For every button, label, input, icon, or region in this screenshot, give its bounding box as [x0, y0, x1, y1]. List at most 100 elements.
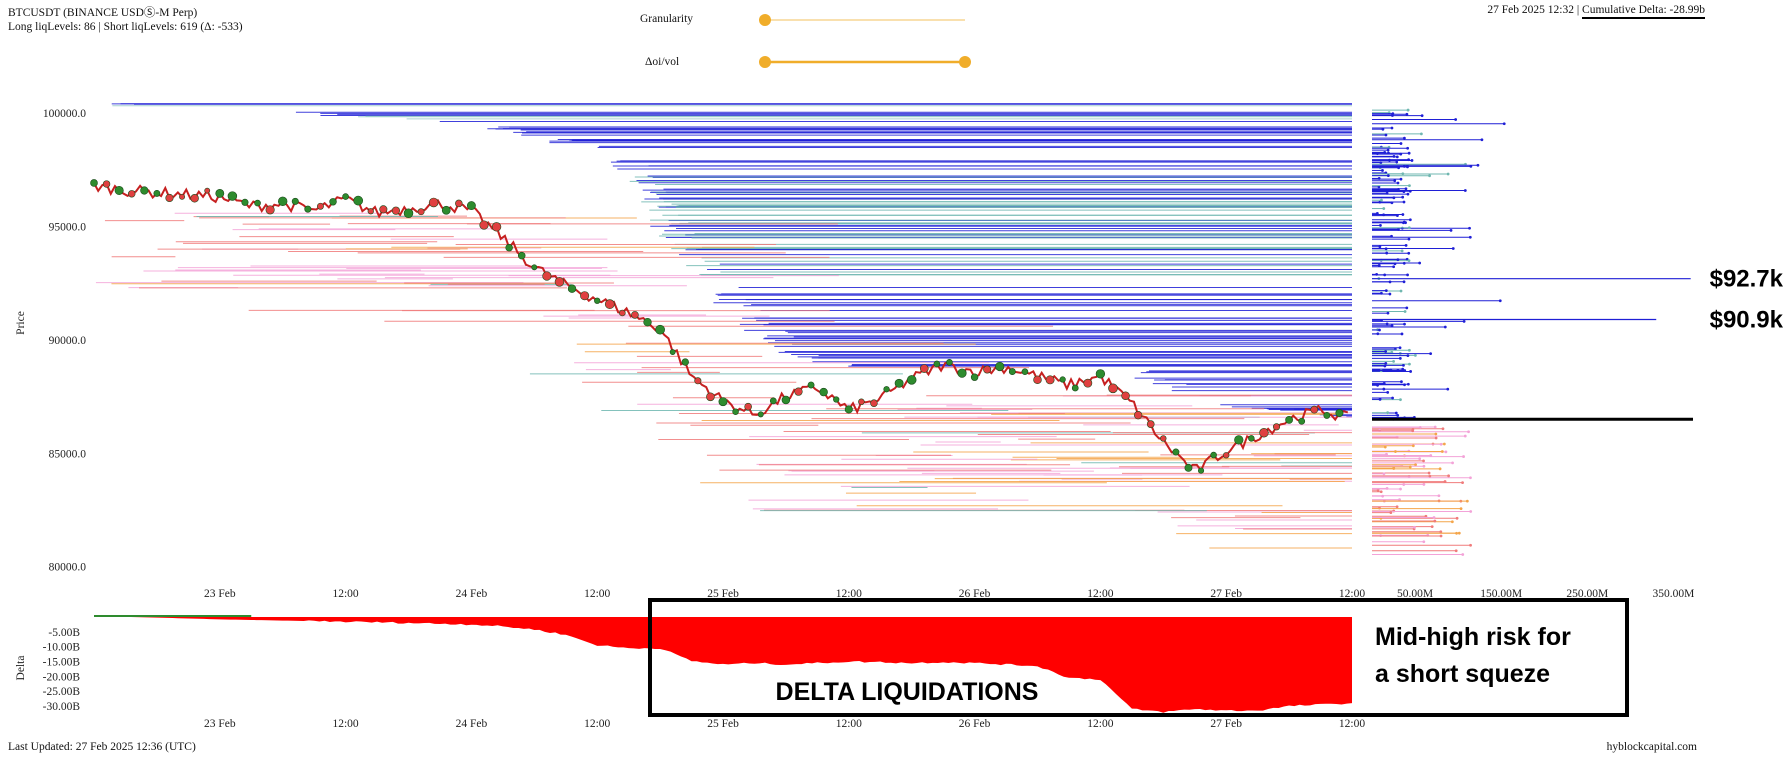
price-marker [1008, 368, 1016, 376]
symbol-title: BTCUSDT (BINANCE USDⓈ-M Perp) [8, 7, 198, 19]
histogram-bar-tip [1405, 165, 1409, 168]
price-series [90, 179, 1349, 474]
histogram-bar-tip [1401, 195, 1405, 199]
histogram-bar-tip [1399, 289, 1403, 293]
price-marker [531, 264, 538, 271]
price-marker [128, 190, 136, 198]
histogram-bar-tip [1395, 505, 1399, 509]
timestamp-delta-group: 27 Feb 2025 12:32 | Cumulative Delta: -2… [1487, 4, 1705, 19]
x-tick-label: 12:00 [1087, 718, 1113, 730]
delta-axis-label: Delta [15, 656, 27, 681]
brand-link[interactable]: hyblockcapital.com [1606, 741, 1697, 753]
price-marker [441, 205, 451, 215]
price-marker [505, 243, 513, 252]
price-marker [933, 360, 941, 368]
histogram-bar-tip [1439, 534, 1443, 538]
histogram-x-tick: 150.00M [1480, 588, 1522, 600]
price-marker [1310, 405, 1319, 414]
histogram-bar-tip [1419, 132, 1423, 136]
histogram-bar-tip [1378, 397, 1382, 401]
histogram-bar-tip [1384, 361, 1388, 365]
price-marker [995, 361, 1005, 372]
histogram-bar-tip [1402, 363, 1405, 367]
histogram-bar-tip [1457, 531, 1461, 535]
price-marker [643, 317, 652, 327]
histogram-bar-tip [1438, 467, 1442, 471]
histogram-bar-tip [1449, 228, 1453, 232]
oi-vol-slider-high-handle[interactable] [959, 56, 971, 68]
price-marker [781, 395, 791, 405]
price-marker [1121, 391, 1130, 401]
histogram-bar-tip [1404, 187, 1408, 191]
oi-vol-slider-low-handle[interactable] [759, 56, 771, 68]
price-marker [694, 377, 702, 385]
histogram-bar-tip [1454, 549, 1458, 553]
histogram-bar-tip [1382, 207, 1386, 210]
histogram-bar-tip [1383, 273, 1387, 277]
histogram-bar-tip [1385, 487, 1389, 490]
histogram-bar-tip [1394, 411, 1398, 415]
histogram-bar-tip [1406, 146, 1410, 150]
histogram-bar-tip [1402, 136, 1406, 140]
risk-note-line-2: a short squeze [1375, 660, 1550, 688]
price-marker [1210, 451, 1217, 459]
histogram-bar-tip [1406, 108, 1410, 112]
histogram-bar-tip [1408, 362, 1411, 366]
histogram-bar-tip [1384, 350, 1388, 353]
histogram-bar-tip [1469, 476, 1472, 480]
price-marker [1160, 435, 1167, 442]
price-marker [844, 405, 853, 414]
histogram-bar-tip [1392, 155, 1396, 158]
price-marker [190, 194, 199, 203]
price-marker [1285, 416, 1293, 424]
price-marker [417, 208, 425, 216]
histogram-bar-tip [1498, 299, 1502, 303]
histogram-bar-tip [1407, 237, 1411, 241]
histogram-bar-tip [1398, 356, 1402, 360]
x-tick-label: 12:00 [836, 718, 862, 730]
price-marker [316, 202, 324, 210]
price-marker [894, 378, 904, 388]
histogram-bar-tip [1409, 370, 1413, 373]
price-marker [215, 189, 225, 198]
histogram-bar-tip [1399, 142, 1403, 145]
histogram-annotation: $92.7k [1710, 266, 1784, 293]
price-y-tick: 90000.0 [49, 335, 87, 347]
price-marker [706, 392, 715, 402]
price-y-axis: 100000.0 95000.0 90000.0 85000.0 80000.0 [43, 108, 86, 574]
histogram-bar-tip [1459, 507, 1463, 511]
price-marker [466, 201, 476, 211]
delta-liquidations-label: DELTA LIQUIDATIONS [776, 678, 1039, 706]
price-marker [278, 196, 288, 207]
histogram-bar-tip [1392, 467, 1396, 470]
liq-levels-summary: Long liqLevels: 86 | Short liqLevels: 61… [8, 21, 243, 33]
histogram-bar-tip [1468, 235, 1472, 239]
histogram-bar-tip [1469, 510, 1473, 513]
histogram-bar-tip [1455, 516, 1459, 520]
histogram-bar-tip [1463, 189, 1467, 192]
histogram-bar-tip [1420, 114, 1424, 118]
price-marker [1197, 467, 1205, 474]
delta-x-axis: 23 Feb 12:00 24 Feb 12:00 25 Feb 12:00 26 Feb 1… [204, 718, 1365, 730]
price-marker [983, 365, 992, 374]
oi-vol-label: Δoi/vol [645, 56, 680, 68]
x-tick-label: 24 Feb [456, 588, 488, 600]
histogram-bar-tip [1384, 133, 1388, 137]
histogram-bar-tip [1422, 459, 1425, 463]
histogram-bar-tip [1400, 249, 1404, 253]
oi-vol-slider[interactable] [759, 56, 971, 68]
histogram-bar-tip [1405, 112, 1409, 116]
price-marker [114, 185, 124, 195]
histogram-bar-tip [1414, 463, 1417, 467]
histogram-bar-tip [1463, 434, 1467, 438]
granularity-slider[interactable] [759, 14, 965, 26]
histogram-bar-tip [1422, 464, 1426, 468]
histogram-bar-tip [1418, 457, 1422, 461]
granularity-slider-handle[interactable] [759, 14, 771, 26]
histogram-x-tick: 50.00M [1397, 588, 1433, 600]
histogram-bar-tip [1386, 411, 1390, 415]
price-marker [1095, 369, 1106, 379]
price-marker [479, 220, 489, 230]
x-tick-label: 12:00 [1087, 588, 1113, 600]
histogram-bar-tip [1401, 367, 1405, 371]
